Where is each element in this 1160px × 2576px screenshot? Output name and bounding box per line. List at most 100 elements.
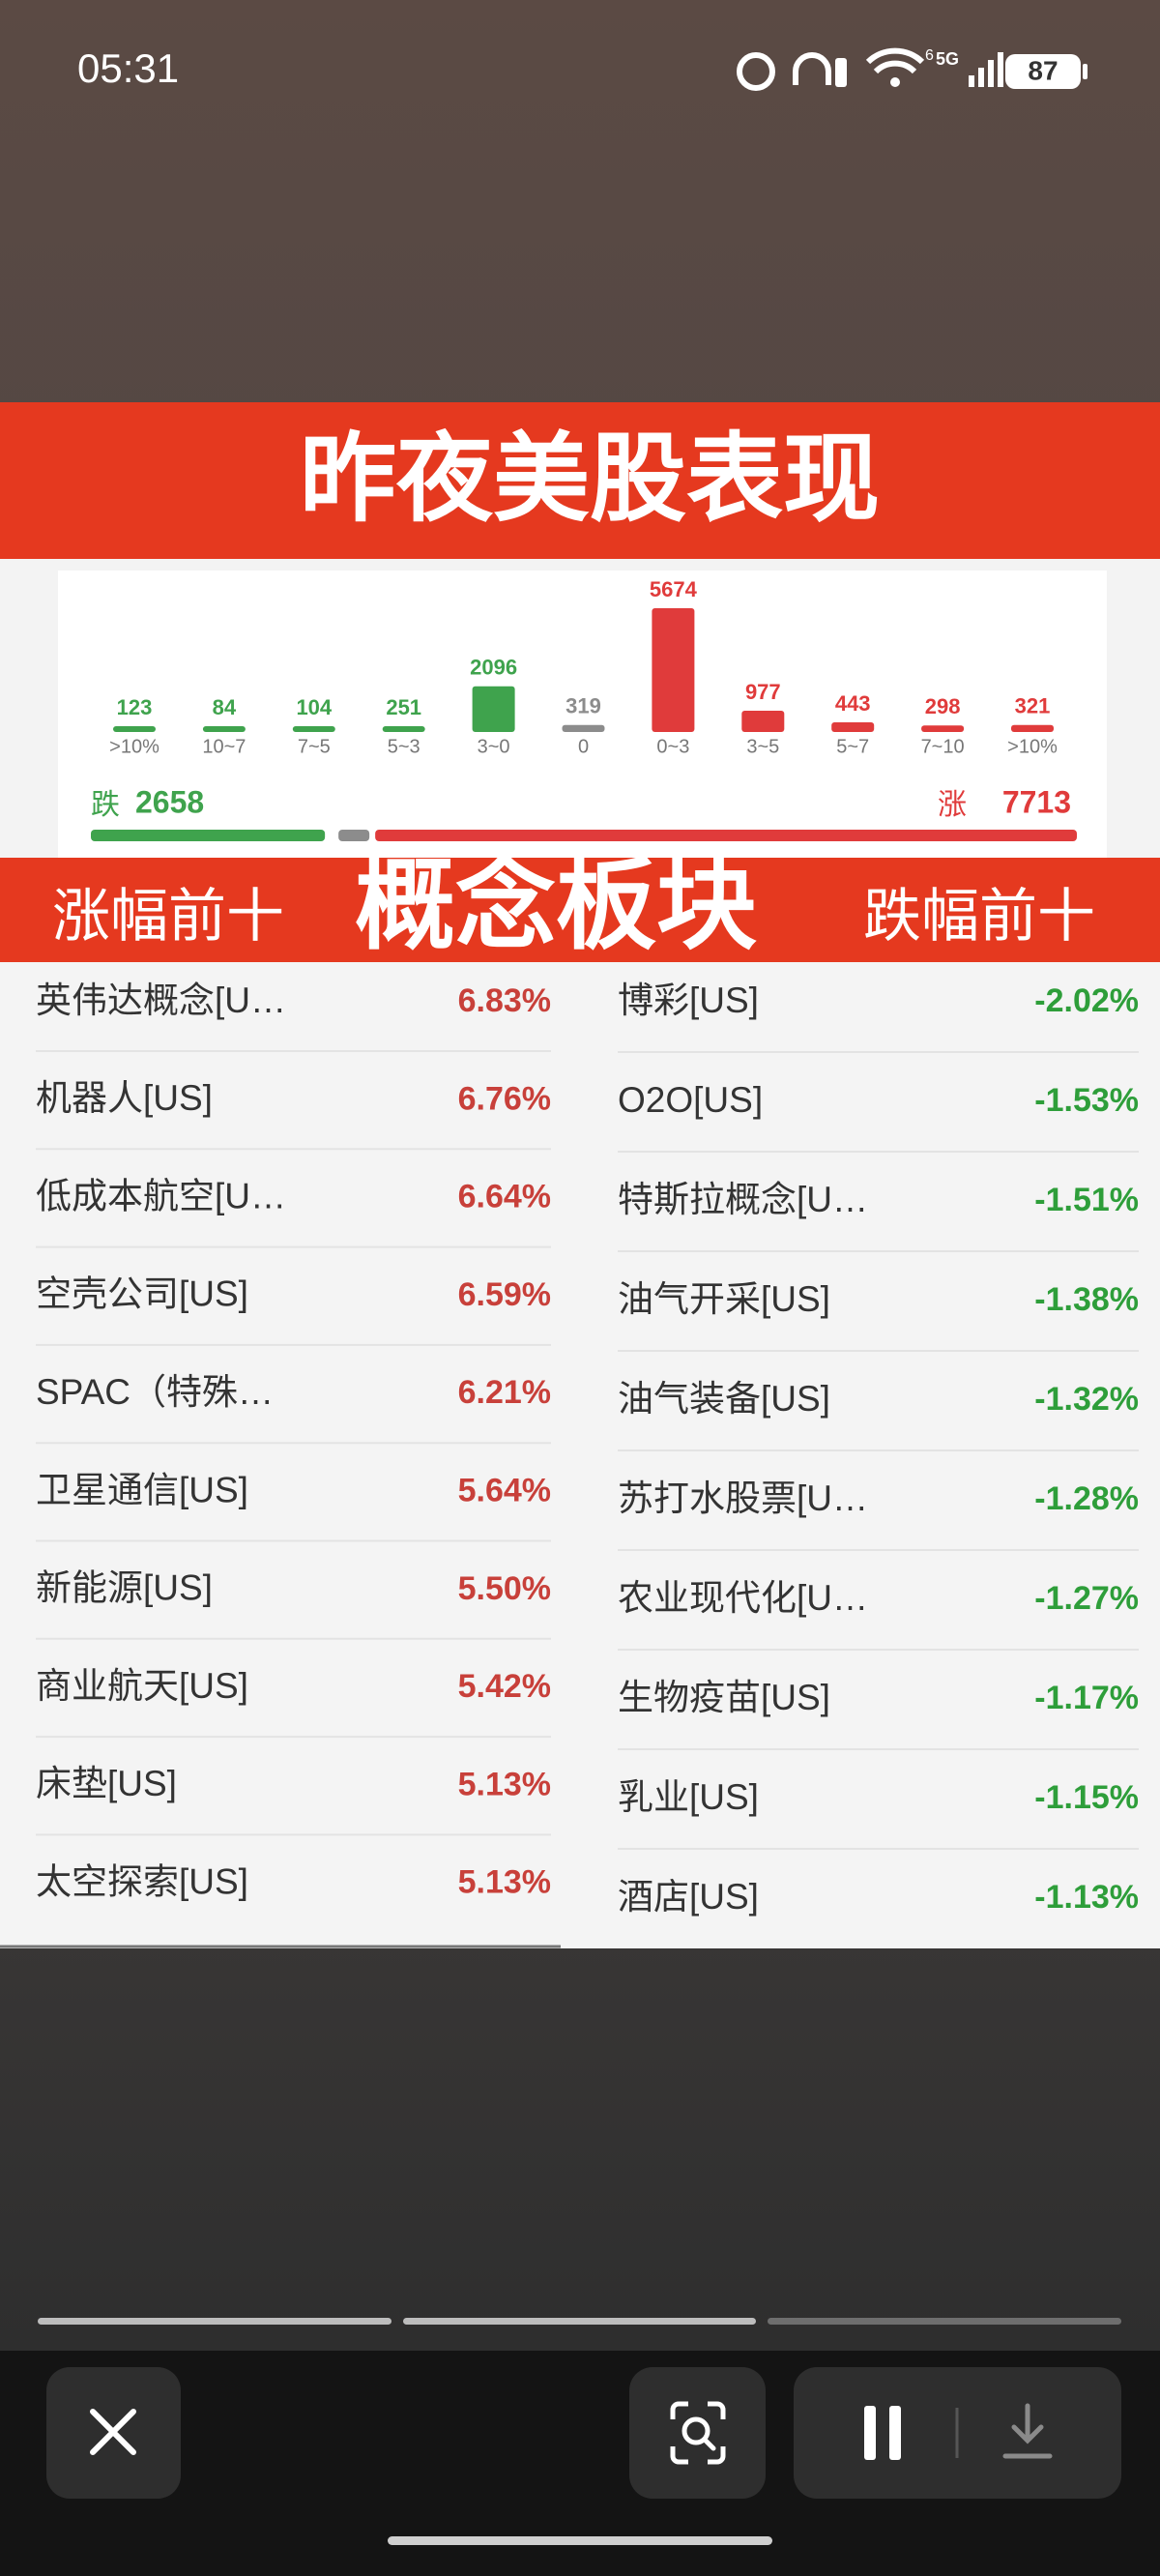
lens-button[interactable] <box>629 2367 766 2499</box>
bar <box>1011 724 1054 732</box>
gainer-name: 新能源[US] <box>36 1568 213 1608</box>
loser-name: 生物疫苗[US] <box>618 1678 830 1717</box>
loser-change: -1.28% <box>1034 1480 1139 1517</box>
progress-segment <box>403 2318 756 2325</box>
gainer-name: 床垫[US] <box>36 1764 177 1803</box>
up-count: 7713 <box>1002 784 1071 819</box>
bar <box>382 726 425 732</box>
bar <box>741 710 785 732</box>
gainer-change: 5.13% <box>458 1864 551 1901</box>
media-controls[interactable] <box>794 2367 1121 2499</box>
gainer-name: 低成本航空[U… <box>36 1176 286 1215</box>
status-icons <box>737 47 1088 91</box>
bar <box>921 725 965 732</box>
category-label: 7~5 <box>298 736 331 757</box>
section-band <box>0 858 1160 962</box>
loser-name: 农业现代化[U… <box>618 1578 868 1618</box>
losers-title: 跌幅前十 <box>863 884 1095 949</box>
table-panel <box>0 962 1160 1948</box>
category-label: 3~5 <box>746 736 779 757</box>
gainer-change: 5.50% <box>458 1570 551 1607</box>
bar <box>652 608 695 732</box>
header-title: 昨夜美股表现 <box>300 424 880 533</box>
bar <box>831 722 875 732</box>
bar <box>562 724 605 732</box>
chart-card <box>58 571 1107 858</box>
loser-change: -2.02% <box>1034 982 1139 1019</box>
loser-change: -1.51% <box>1034 1182 1139 1218</box>
loser-name: 乳业[US] <box>618 1777 759 1817</box>
gainer-name: 太空探索[US] <box>36 1861 248 1901</box>
battery-level: 87 <box>1028 55 1058 85</box>
gainer-change: 6.21% <box>458 1374 551 1411</box>
bar-value-label: 298 <box>925 694 961 718</box>
gainer-name: SPAC（特殊… <box>36 1372 274 1412</box>
loser-change: -1.32% <box>1034 1381 1139 1418</box>
bar-value-label: 123 <box>117 695 153 719</box>
bar-value-label: 319 <box>566 694 601 718</box>
category-label: >10% <box>109 736 160 757</box>
bar <box>113 726 156 732</box>
bar <box>292 726 335 732</box>
category-label: 10~7 <box>202 736 246 757</box>
loser-name: O2O[US] <box>618 1080 763 1120</box>
down-bar <box>91 830 326 841</box>
loser-name: 油气开采[US] <box>618 1279 830 1319</box>
gainer-change: 5.42% <box>458 1668 551 1705</box>
gainer-change: 5.64% <box>458 1472 551 1508</box>
loser-name: 博彩[US] <box>618 981 759 1020</box>
loser-change: -1.53% <box>1034 1082 1139 1119</box>
loser-name: 酒店[US] <box>618 1877 759 1917</box>
up-label: 涨 <box>938 789 967 821</box>
bar <box>202 726 246 732</box>
category-label: 0~3 <box>656 736 689 757</box>
gainer-change: 6.76% <box>458 1080 551 1117</box>
close-button[interactable] <box>46 2367 181 2499</box>
wifi-label: 6 <box>925 47 934 64</box>
progress-segment <box>768 2318 1121 2325</box>
up-bar <box>375 830 1077 841</box>
gainer-change: 6.83% <box>458 982 551 1019</box>
loser-name: 特斯拉概念[U… <box>618 1180 868 1219</box>
bar-value-label: 5674 <box>650 577 698 601</box>
loser-name: 苏打水股票[U… <box>618 1478 868 1518</box>
category-label: 3~0 <box>478 736 510 757</box>
category-label: 5~7 <box>836 736 869 757</box>
bar-value-label: 84 <box>213 695 237 719</box>
category-label: 7~10 <box>921 736 965 757</box>
bar-value-label: 321 <box>1015 694 1051 718</box>
category-label: >10% <box>1007 736 1058 757</box>
down-count: 2658 <box>135 784 204 819</box>
bar-value-label: 2096 <box>470 656 517 680</box>
down-label: 跌 <box>91 789 120 821</box>
gainer-change: 5.13% <box>458 1766 551 1802</box>
header-band <box>0 402 1160 559</box>
gainer-name: 卫星通信[US] <box>36 1470 248 1509</box>
gainer-name: 机器人[US] <box>36 1078 213 1118</box>
gainers-title: 涨幅前十 <box>52 884 284 949</box>
gainer-change: 6.64% <box>458 1179 551 1215</box>
loser-change: -1.17% <box>1034 1680 1139 1716</box>
bar-value-label: 104 <box>296 695 332 719</box>
gainer-name: 空壳公司[US] <box>36 1274 248 1314</box>
loser-change: -1.38% <box>1034 1281 1139 1318</box>
gainer-name: 英伟达概念[U… <box>36 981 286 1020</box>
category-label: 0 <box>578 736 589 757</box>
network-label: 5G <box>936 49 959 69</box>
loser-name: 油气装备[US] <box>618 1379 830 1419</box>
bar-value-label: 443 <box>835 691 871 716</box>
category-label: 5~3 <box>388 736 420 757</box>
bar-value-label: 251 <box>386 695 421 719</box>
loser-change: -1.13% <box>1034 1879 1139 1916</box>
flat-bar <box>338 830 370 841</box>
bar <box>472 686 515 732</box>
loser-change: -1.15% <box>1034 1779 1139 1816</box>
gainer-change: 6.59% <box>458 1276 551 1313</box>
gainer-name: 商业航天[US] <box>36 1666 248 1706</box>
progress-segment <box>38 2318 392 2325</box>
home-indicator <box>388 2536 772 2545</box>
section-title: 概念板块 <box>355 849 757 961</box>
loser-change: -1.27% <box>1034 1580 1139 1617</box>
